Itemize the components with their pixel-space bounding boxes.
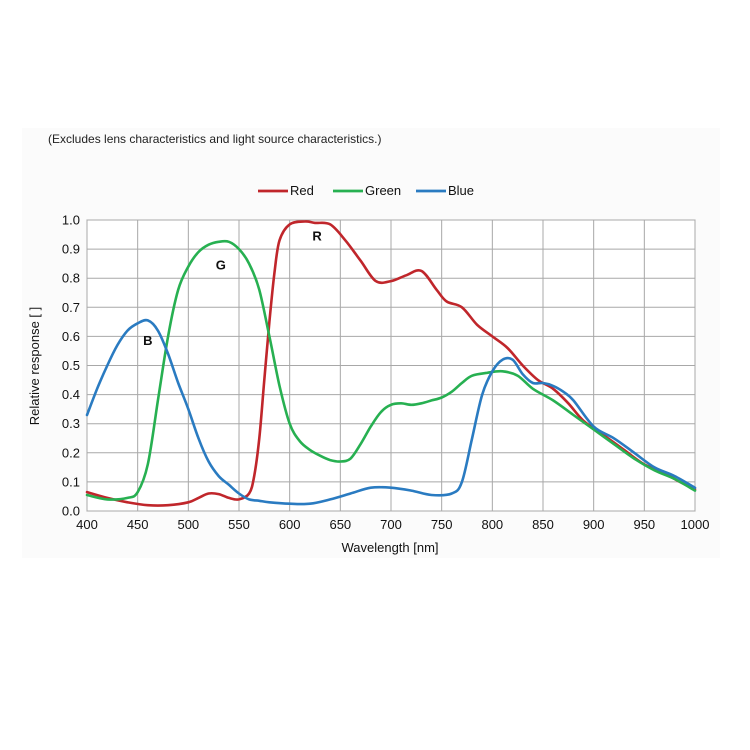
chart-figure: (Excludes lens characteristics and light…: [22, 128, 720, 558]
x-tick-label: 750: [431, 517, 453, 532]
series-lines: [85, 220, 697, 507]
curve-label-green: G: [216, 257, 226, 272]
grid: [86, 219, 696, 512]
x-tick-label: 550: [228, 517, 250, 532]
y-tick-label: 0.7: [62, 300, 80, 315]
y-tick-label: 0.5: [62, 358, 80, 373]
chart-svg: 400 450 500 550 600 650 700 750 800 850 900 950 1000…: [27, 183, 710, 555]
series-line-green: [85, 239, 697, 501]
curve-labels: R G B: [143, 228, 322, 348]
legend-label-green: Green: [365, 183, 401, 198]
x-tick-label: 600: [279, 517, 301, 532]
y-tick-label: 0.2: [62, 445, 80, 460]
x-tick-label: 1000: [681, 517, 710, 532]
axes: 400 450 500 550 600 650 700 750 800 850 900 950 1000…: [62, 213, 710, 533]
curve-label-blue: B: [143, 333, 152, 348]
chart-note: (Excludes lens characteristics and light…: [48, 132, 382, 146]
series-line-red: [85, 220, 697, 507]
x-tick-label: 650: [329, 517, 351, 532]
y-tick-label: 0.0: [62, 504, 80, 519]
x-tick-label: 900: [583, 517, 605, 532]
legend-label-blue: Blue: [448, 183, 474, 198]
x-tick-label: 800: [481, 517, 503, 532]
y-tick-label: 0.9: [62, 242, 80, 257]
x-tick-label: 700: [380, 517, 402, 532]
curve-label-red: R: [312, 228, 322, 243]
y-tick-label: 1.0: [62, 213, 80, 228]
x-tick-label: 950: [633, 517, 655, 532]
x-tick-label: 400: [76, 517, 98, 532]
legend-label-red: Red: [290, 183, 314, 198]
y-axis-title: Relative response [ ]: [27, 307, 42, 426]
x-tick-label: 450: [127, 517, 149, 532]
x-tick-label: 500: [177, 517, 199, 532]
legend: Red Green Blue: [258, 183, 474, 198]
y-tick-label: 0.1: [62, 474, 80, 489]
y-tick-label: 0.6: [62, 329, 80, 344]
y-tick-label: 0.3: [62, 416, 80, 431]
x-axis-title: Wavelength [nm]: [341, 540, 438, 555]
y-tick-label: 0.8: [62, 271, 80, 286]
series-line-blue: [85, 318, 697, 506]
y-tick-label: 0.4: [62, 387, 80, 402]
x-tick-label: 850: [532, 517, 554, 532]
